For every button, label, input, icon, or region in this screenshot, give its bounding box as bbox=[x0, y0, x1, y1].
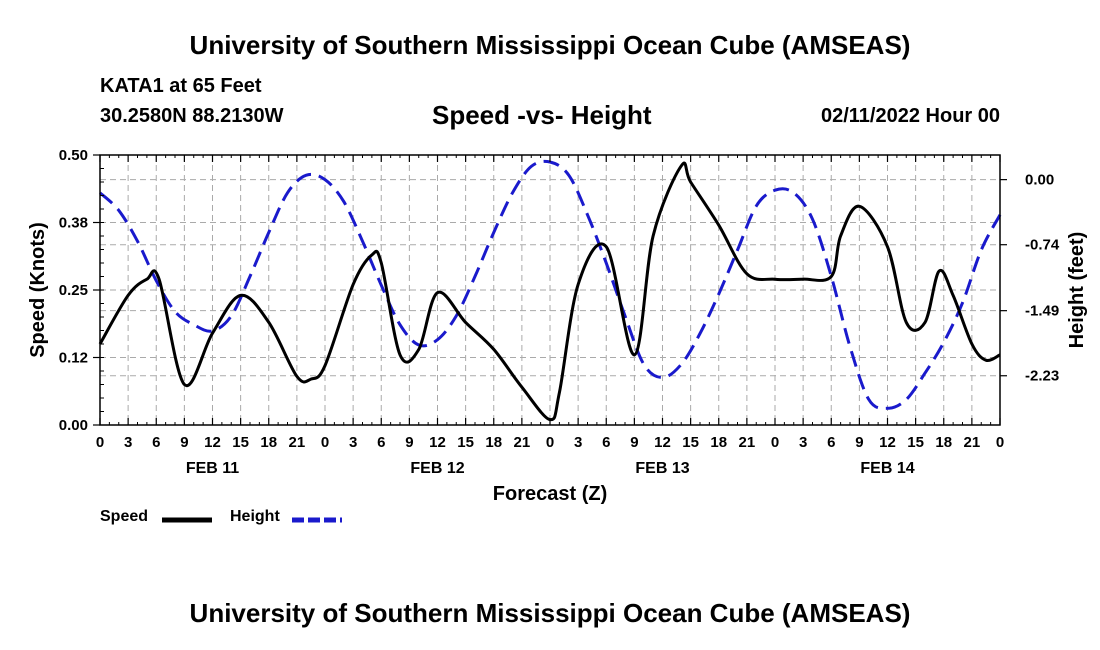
y-right-tick-label: -0.74 bbox=[1025, 237, 1060, 254]
x-tick-label: 9 bbox=[855, 434, 863, 451]
x-tick-label: 3 bbox=[124, 434, 132, 451]
y-left-tick-label: 0.12 bbox=[59, 350, 88, 367]
y-left-tick-label: 0.50 bbox=[59, 147, 88, 164]
x-tick-label: 3 bbox=[349, 434, 357, 451]
x-tick-label: 6 bbox=[377, 434, 385, 451]
y-left-tick-label: 0.38 bbox=[59, 215, 88, 232]
x-tick-label: 9 bbox=[630, 434, 638, 451]
y-left-tick-label: 0.00 bbox=[59, 417, 88, 434]
x-tick-label: 21 bbox=[964, 434, 981, 451]
series-line-speed bbox=[98, 161, 1001, 422]
y-axis-left-label: Speed (Knots) bbox=[27, 222, 49, 358]
x-tick-label: 6 bbox=[152, 434, 160, 451]
x-tick-label: 12 bbox=[429, 434, 446, 451]
y-right-tick-label: 0.00 bbox=[1025, 172, 1054, 189]
x-tick-label: 3 bbox=[799, 434, 807, 451]
date-label: FEB 14 bbox=[860, 460, 914, 477]
x-tick-label: 21 bbox=[739, 434, 756, 451]
date-label: FEB 12 bbox=[410, 460, 464, 477]
y-right-tick-label: -1.49 bbox=[1025, 303, 1059, 320]
x-tick-label: 0 bbox=[96, 434, 104, 451]
x-tick-label: 0 bbox=[321, 434, 329, 451]
series-layer bbox=[98, 159, 1002, 422]
x-tick-label: 9 bbox=[405, 434, 413, 451]
x-tick-label: 0 bbox=[771, 434, 779, 451]
x-tick-label: 18 bbox=[710, 434, 727, 451]
legend-speed-label: Speed bbox=[100, 508, 149, 525]
station-label: KATA1 at 65 Feet bbox=[100, 75, 262, 97]
x-tick-label: 18 bbox=[260, 434, 277, 451]
x-tick-label: 15 bbox=[457, 434, 474, 451]
x-tick-label: 9 bbox=[180, 434, 188, 451]
station-coordinates: 30.2580N 88.2130W bbox=[100, 105, 284, 127]
x-tick-label: 21 bbox=[514, 434, 531, 451]
x-tick-label: 21 bbox=[289, 434, 306, 451]
y-left-tick-label: 0.25 bbox=[59, 282, 88, 299]
x-tick-label: 15 bbox=[682, 434, 699, 451]
y-axis-right-label: Height (feet) bbox=[1066, 232, 1088, 349]
x-tick-label: 6 bbox=[602, 434, 610, 451]
date-label: FEB 13 bbox=[635, 460, 689, 477]
x-tick-label: 6 bbox=[827, 434, 835, 451]
bottom-title: University of Southern Mississippi Ocean… bbox=[189, 598, 911, 628]
legend-height-label: Height bbox=[230, 508, 280, 525]
x-tick-label: 15 bbox=[907, 434, 924, 451]
date-label: FEB 11 bbox=[186, 460, 239, 477]
x-tick-label: 15 bbox=[232, 434, 249, 451]
x-tick-label: 0 bbox=[546, 434, 554, 451]
grid-layer bbox=[100, 155, 1000, 425]
y-right-tick-label: -2.23 bbox=[1025, 368, 1059, 385]
x-tick-label: 18 bbox=[935, 434, 952, 451]
x-tick-label: 12 bbox=[879, 434, 896, 451]
x-tick-label: 18 bbox=[485, 434, 502, 451]
forecast-datestamp: 02/11/2022 Hour 00 bbox=[820, 105, 1000, 127]
x-tick-label: 12 bbox=[654, 434, 671, 451]
x-tick-label: 12 bbox=[204, 434, 221, 451]
x-axis-label: Forecast (Z) bbox=[493, 483, 607, 505]
series-line-height bbox=[98, 159, 1002, 410]
x-tick-label: 0 bbox=[996, 434, 1004, 451]
axis-layer: 0 3 6 9 12 15 18 21 0 3 6 9 12 15 18 21 0 3 6 9 12 15 18 21 0 3 6 9… bbox=[59, 147, 1060, 477]
main-title: University of Southern Mississippi Ocean… bbox=[189, 30, 911, 60]
x-tick-label: 3 bbox=[574, 434, 582, 451]
chart-subtitle: Speed -vs- Height bbox=[432, 100, 652, 130]
